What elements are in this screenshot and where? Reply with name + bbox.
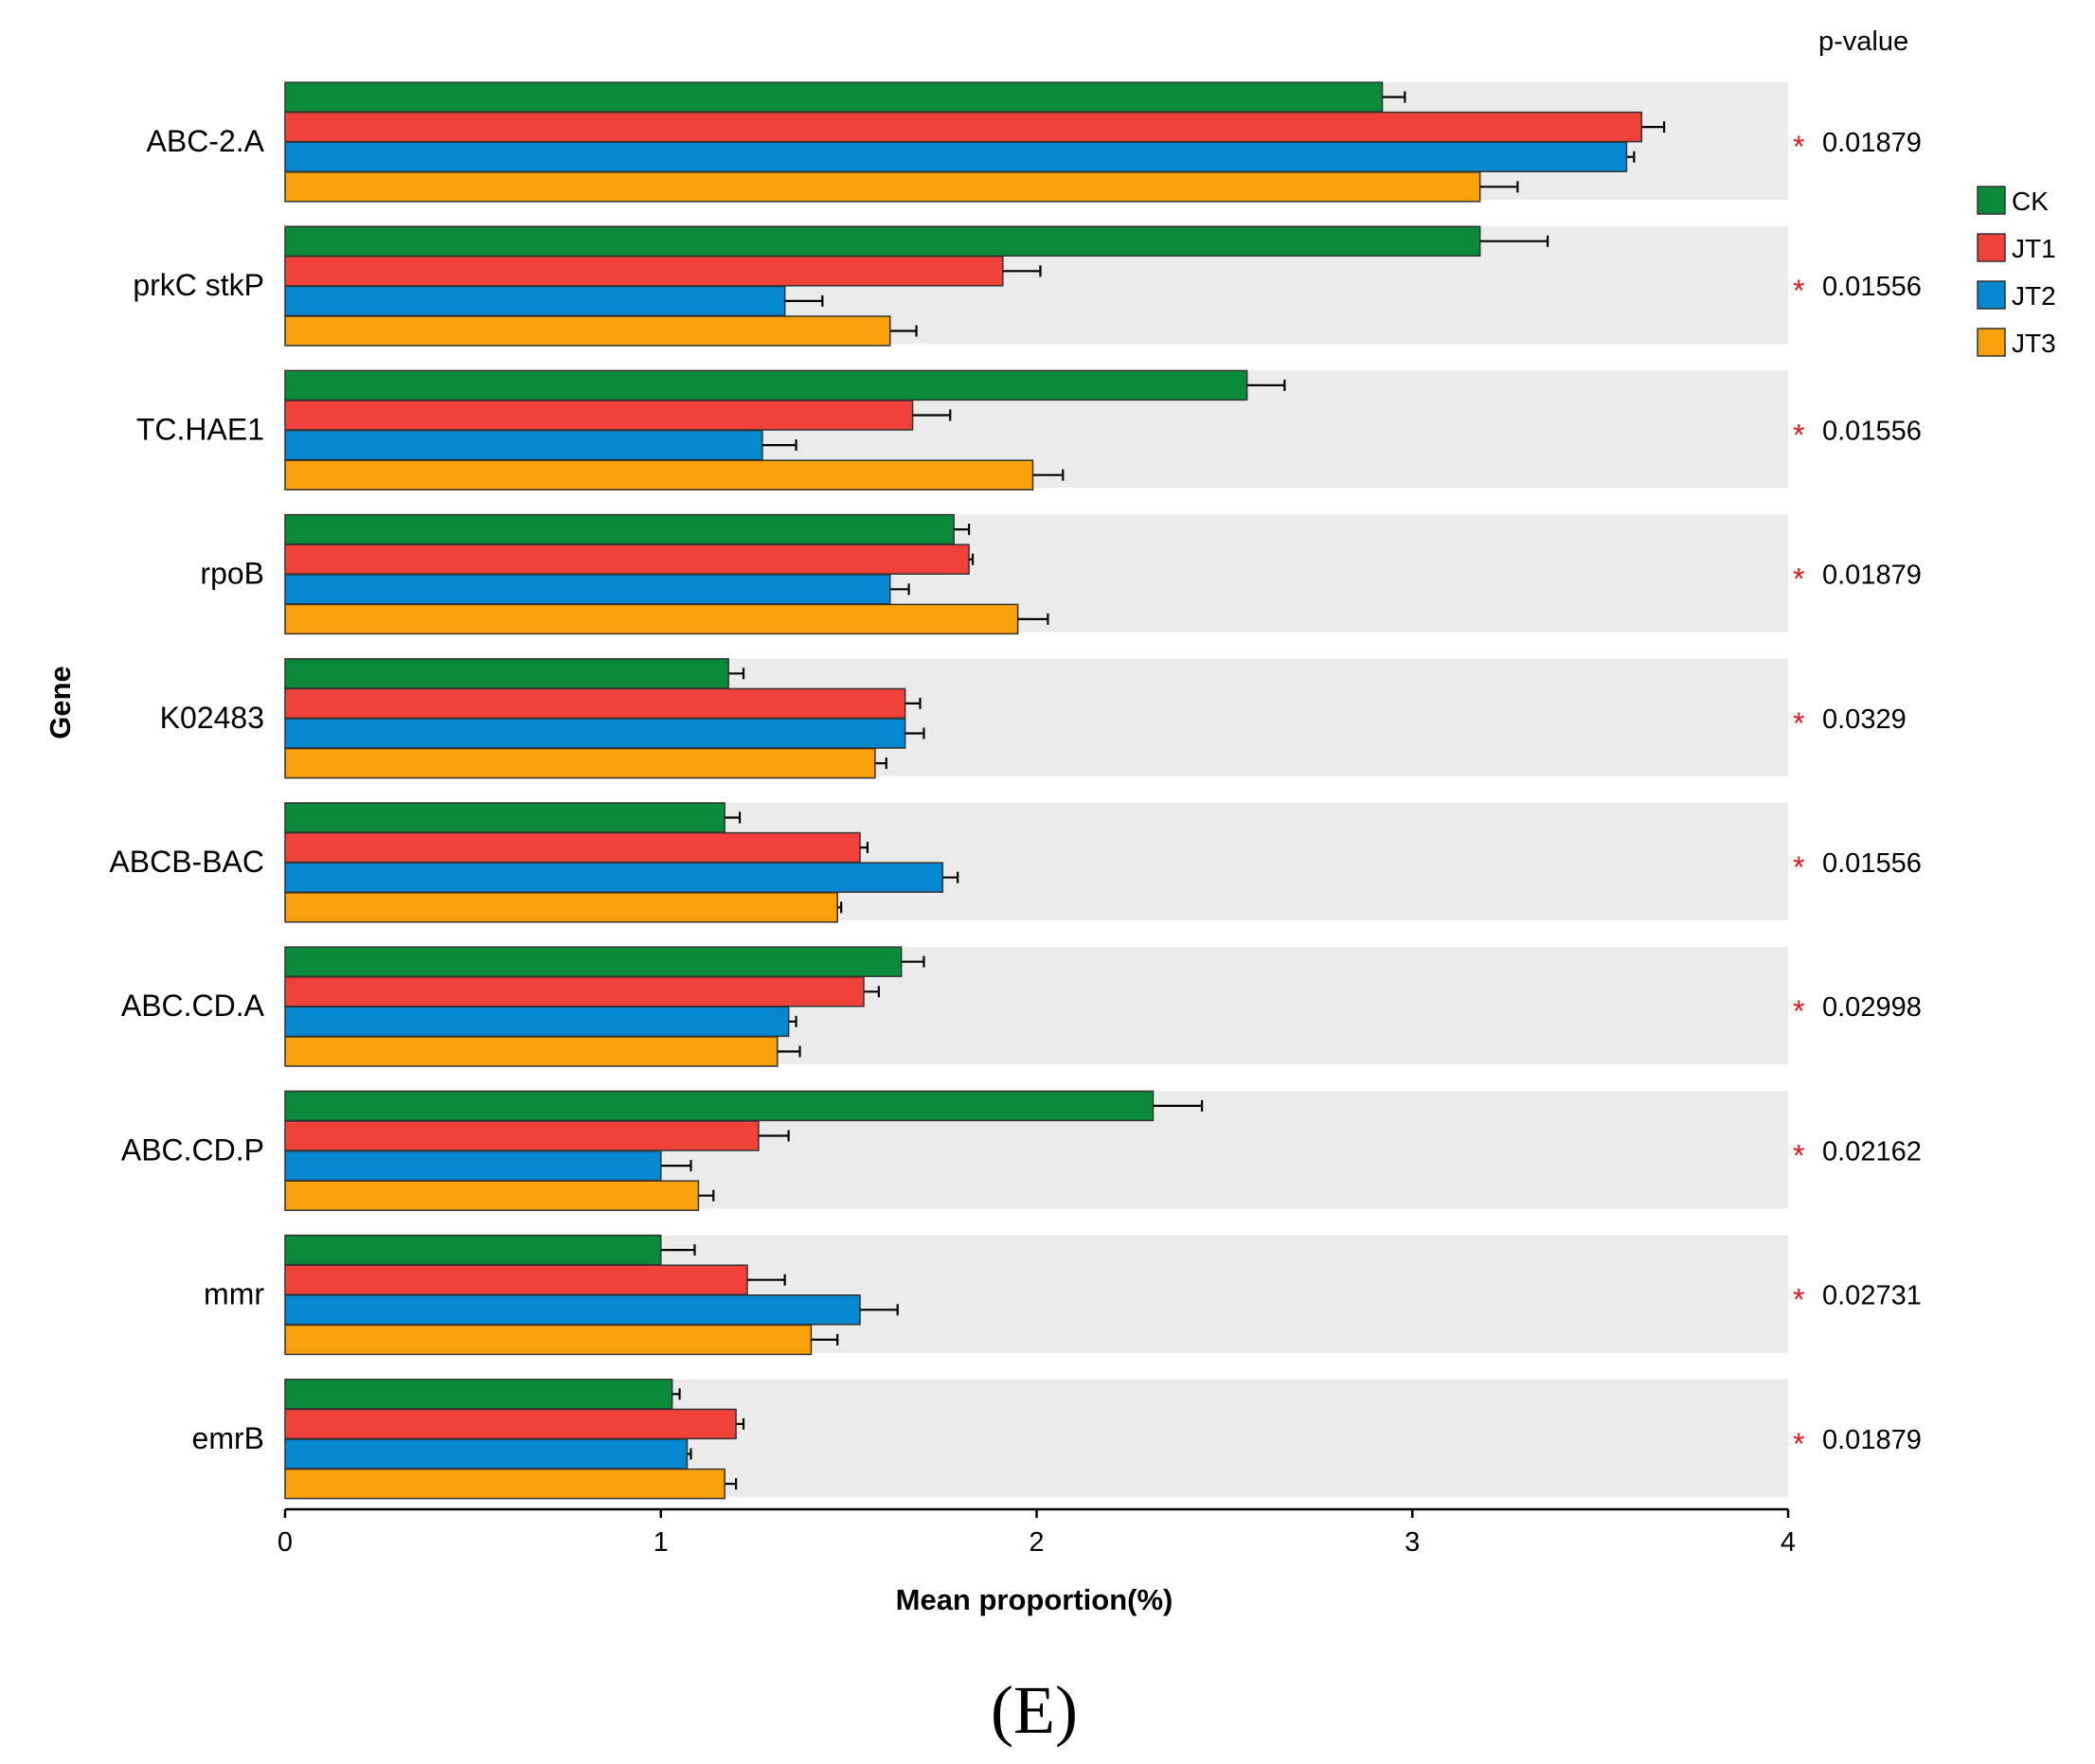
significance-star: * <box>1793 994 1804 1028</box>
bar-jt2 <box>284 1294 861 1326</box>
bar-ck <box>284 1234 662 1266</box>
bar-jt3 <box>284 315 891 347</box>
bar-jt3 <box>284 892 838 923</box>
x-tick-label: 2 <box>1029 1527 1044 1558</box>
bar-jt2 <box>284 1006 790 1038</box>
bar-ck <box>284 658 729 689</box>
legend-label-jt2: JT2 <box>2012 281 2056 311</box>
bar-jt3 <box>284 171 1481 203</box>
pvalue-label: 0.01879 <box>1822 1425 1922 1455</box>
x-tick-label: 0 <box>278 1527 293 1558</box>
bar-jt1 <box>284 256 1004 287</box>
bar-jt3 <box>284 747 876 779</box>
pvalue-label: 0.01556 <box>1822 272 1922 302</box>
bar-ck <box>284 1090 1155 1122</box>
x-tick-label: 1 <box>654 1527 669 1558</box>
bar-jt1 <box>284 111 1643 143</box>
significance-star: * <box>1793 1427 1804 1461</box>
bar-jt1 <box>284 1120 760 1151</box>
bar-jt1 <box>284 687 906 720</box>
x-axis: 0 1 2 3 4 <box>278 1507 1796 1558</box>
gene-label: ABC-2.A <box>147 124 265 158</box>
significance-star: * <box>1793 130 1804 164</box>
bar-jt3 <box>284 1180 700 1211</box>
bar-jt1 <box>284 976 865 1007</box>
pvalue-label: 0.01879 <box>1822 128 1922 158</box>
pvalue-label: 0.0329 <box>1822 704 1907 735</box>
pvalue-header: p-value <box>1818 27 1908 57</box>
bar-jt1 <box>284 1264 748 1295</box>
bar-jt3 <box>284 603 1019 635</box>
bar-jt1 <box>284 543 970 575</box>
x-tick-label: 3 <box>1405 1527 1420 1558</box>
legend-swatch-jt2 <box>1977 280 2006 310</box>
bar-jt2 <box>284 574 891 605</box>
gene-label: mmr <box>204 1277 264 1311</box>
bar-jt1 <box>284 1408 737 1440</box>
gene-label: K02483 <box>160 701 264 735</box>
bar-jt2 <box>284 429 763 461</box>
bar-ck <box>284 81 1384 113</box>
bar-jt2 <box>284 1149 662 1182</box>
bar-ck <box>284 1379 673 1410</box>
bar-ck <box>284 802 725 833</box>
gene-label: ABC.CD.A <box>121 989 265 1023</box>
x-tick-label: 4 <box>1781 1527 1796 1558</box>
significance-star: * <box>1793 1138 1804 1172</box>
significance-star: * <box>1793 274 1804 308</box>
gene-label: TC.HAE1 <box>136 412 264 446</box>
pvalue-label: 0.02162 <box>1822 1136 1922 1167</box>
bars <box>284 81 1643 1500</box>
bar-jt2 <box>284 141 1628 172</box>
bar-ck <box>284 513 955 545</box>
bar-jt3 <box>284 1324 813 1356</box>
pvalue-label: 0.01556 <box>1822 416 1922 446</box>
bar-ck <box>284 946 903 977</box>
bar-jt1 <box>284 400 914 431</box>
significance-star: * <box>1793 562 1804 597</box>
gene-labels: ABC-2.A prkC stkP TC.HAE1 rpoB K02483 ABCB-BA… <box>109 124 264 1455</box>
legend-label-jt3: JT3 <box>2012 329 2056 358</box>
y-axis-title: Gene <box>44 666 77 739</box>
legend-swatch-jt1 <box>1977 233 2006 262</box>
legend-swatch-ck <box>1977 186 2006 215</box>
pvalue-label: 0.02731 <box>1822 1281 1922 1311</box>
pvalue-labels: * 0.01879 * 0.01556 * 0.01556 * 0.01879 * 0.0329 *… <box>1793 128 1922 1461</box>
bar-jt2 <box>284 862 944 893</box>
significance-star: * <box>1793 418 1804 452</box>
pvalue-label: 0.01556 <box>1822 848 1922 879</box>
legend-swatch-jt3 <box>1977 328 2006 357</box>
gene-label: ABC.CD.P <box>121 1132 264 1167</box>
legend: CK JT1 JT2 JT3 <box>1977 186 2056 358</box>
pvalue-label: 0.02998 <box>1822 992 1922 1023</box>
bar-ck <box>284 225 1481 257</box>
bar-jt3 <box>284 459 1034 490</box>
gene-label: ABCB-BAC <box>109 845 264 879</box>
x-axis-title: Mean proportion(%) <box>896 1583 1173 1616</box>
bar-jt1 <box>284 831 861 864</box>
pvalue-label: 0.01879 <box>1822 561 1922 591</box>
bar-jt2 <box>284 285 786 317</box>
legend-label-ck: CK <box>2012 187 2049 216</box>
bar-jt3 <box>284 1036 779 1067</box>
legend-label-jt1: JT1 <box>2012 234 2056 263</box>
bar-ck <box>284 369 1248 401</box>
error-bars <box>660 91 1666 1490</box>
significance-star: * <box>1793 706 1804 740</box>
bar-jt2 <box>284 718 906 749</box>
significance-star: * <box>1793 1283 1804 1317</box>
figure-caption: (E) <box>991 1672 1078 1748</box>
bar-jt2 <box>284 1438 689 1470</box>
gene-label: emrB <box>192 1421 264 1455</box>
gene-label: prkC stkP <box>133 268 264 302</box>
gene-label: rpoB <box>200 557 264 591</box>
bar-jt3 <box>284 1468 725 1500</box>
significance-star: * <box>1793 850 1804 884</box>
